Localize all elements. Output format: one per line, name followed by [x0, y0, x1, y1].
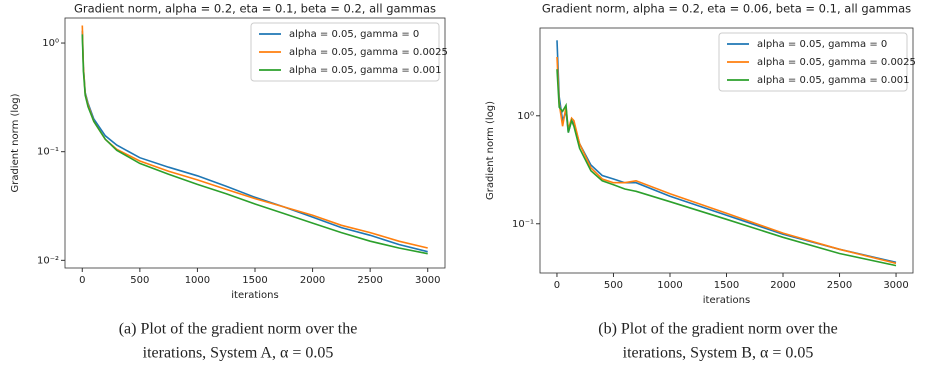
legend-box — [718, 32, 908, 92]
x-tick-label: 2000 — [300, 275, 325, 286]
y-tick-label: 10⁰ — [42, 38, 59, 49]
x-tick-label: 3000 — [415, 275, 440, 286]
x-tick-label: 2500 — [357, 275, 382, 286]
legend-label: alpha = 0.05, gamma = 0.0025 — [289, 47, 448, 58]
legend-label: alpha = 0.05, gamma = 0.001 — [757, 75, 910, 86]
x-tick-label: 2500 — [827, 280, 852, 291]
chart-title: Gradient norm, alpha = 0.2, eta = 0.06, … — [542, 2, 911, 16]
y-tick-label: 10⁻² — [37, 255, 59, 266]
caption: iterations, System B, α = 0.05 — [623, 345, 814, 362]
y-tick-label: 10⁰ — [517, 111, 534, 122]
x-tick-label: 500 — [130, 275, 149, 286]
legend-label: alpha = 0.05, gamma = 0.001 — [289, 65, 442, 76]
caption: iterations, System A, α = 0.05 — [143, 345, 334, 362]
legend-label: alpha = 0.05, gamma = 0.0025 — [757, 57, 916, 68]
x-tick-label: 2000 — [770, 280, 795, 291]
x-tick-label: 1000 — [185, 275, 210, 286]
y-axis-label: Gradient norm (log) — [10, 93, 21, 192]
series-line — [556, 69, 897, 267]
x-tick-label: 500 — [604, 280, 623, 291]
caption: (a) Plot of the gradient norm over the — [119, 321, 358, 338]
legend-box — [250, 22, 440, 82]
y-tick-label: 10⁻¹ — [37, 147, 59, 158]
x-tick-label: 1500 — [714, 280, 739, 291]
chart-title: Gradient norm, alpha = 0.2, eta = 0.1, b… — [74, 2, 436, 16]
x-axis-label: iterations — [703, 295, 750, 306]
x-tick-label: 1000 — [657, 280, 682, 291]
series-line — [556, 56, 897, 265]
x-tick-label: 0 — [554, 280, 560, 291]
y-tick-label: 10⁻¹ — [512, 219, 534, 230]
caption: (b) Plot of the gradient norm over the — [598, 321, 838, 338]
legend-label: alpha = 0.05, gamma = 0 — [289, 29, 419, 40]
y-axis-label: Gradient norm (log) — [485, 101, 496, 200]
legend-label: alpha = 0.05, gamma = 0 — [757, 39, 887, 50]
x-tick-label: 0 — [79, 275, 85, 286]
series-line — [81, 34, 428, 255]
x-tick-label: 3000 — [883, 280, 908, 291]
x-axis-label: iterations — [231, 290, 278, 301]
x-tick-label: 1500 — [242, 275, 267, 286]
